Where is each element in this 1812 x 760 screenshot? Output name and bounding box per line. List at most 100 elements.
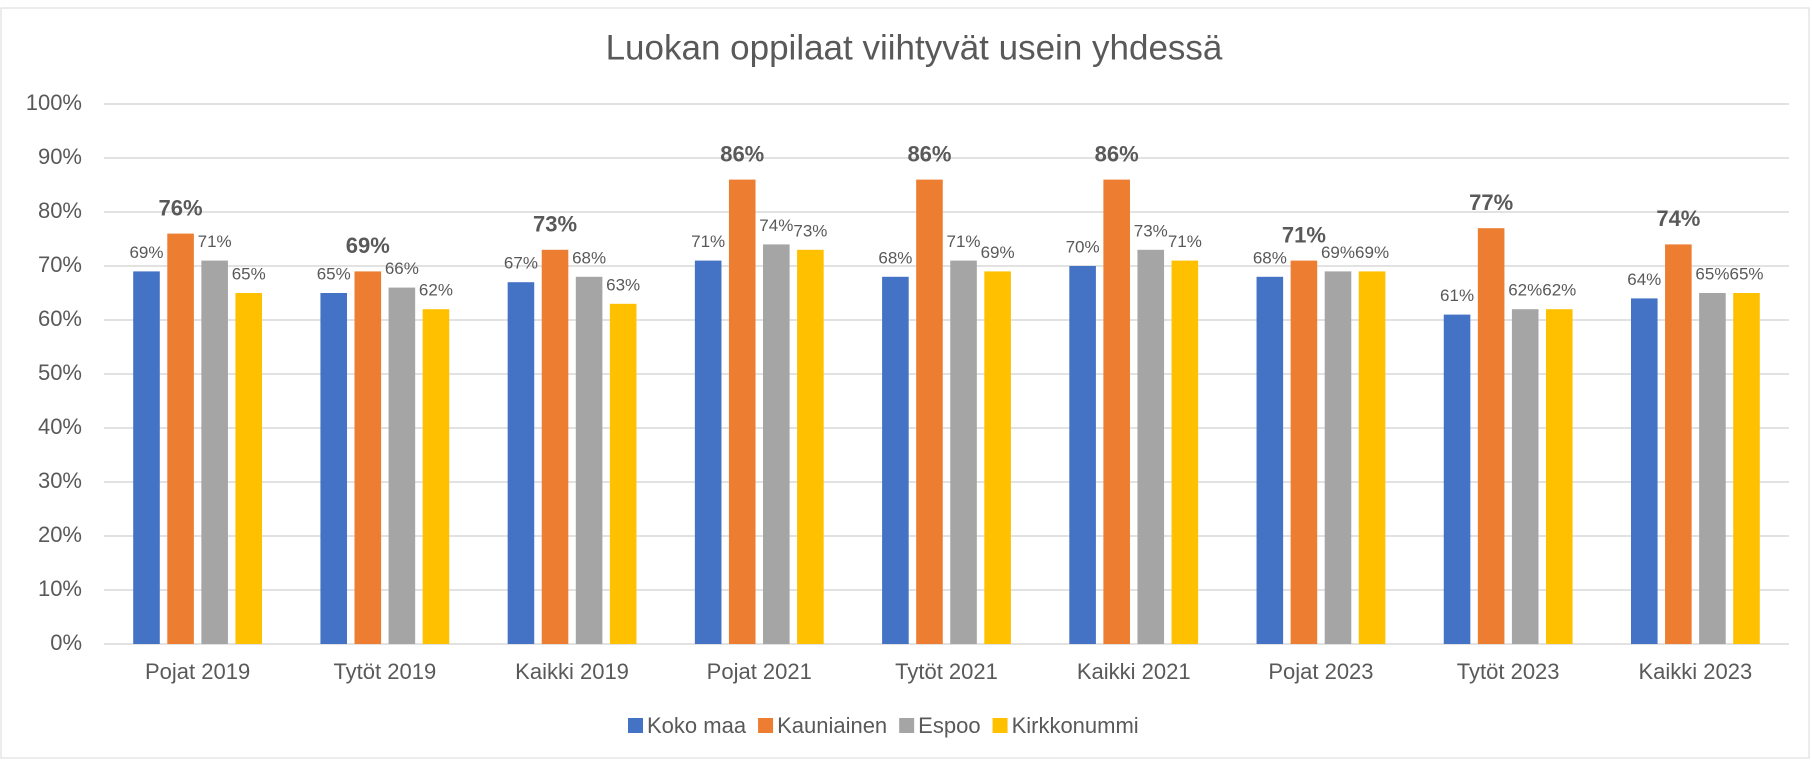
x-tick-label: Pojat 2021: [707, 659, 812, 684]
data-label: 86%: [907, 141, 951, 166]
data-label: 86%: [1095, 141, 1139, 166]
legend-swatch: [758, 718, 774, 733]
bar: [354, 271, 382, 644]
data-label: 64%: [1627, 270, 1661, 289]
bar: [1511, 309, 1539, 644]
bar: [1477, 228, 1505, 644]
y-tick-label: 90%: [38, 144, 82, 169]
data-label: 65%: [232, 264, 266, 283]
x-tick-label: Kaikki 2021: [1077, 659, 1191, 684]
data-label: 61%: [1440, 286, 1474, 305]
data-label: 73%: [793, 221, 827, 240]
bar: [694, 260, 722, 644]
data-label: 63%: [606, 275, 640, 294]
data-label: 69%: [1321, 243, 1355, 262]
data-label: 65%: [317, 264, 351, 283]
y-tick-label: 50%: [38, 360, 82, 385]
bar: [1324, 271, 1352, 644]
bar: [1137, 249, 1165, 645]
data-label: 68%: [1253, 248, 1287, 267]
bar: [728, 179, 756, 644]
bar: [1545, 309, 1573, 644]
x-tick-label: Tytöt 2019: [333, 659, 436, 684]
x-tick-label: Pojat 2023: [1268, 659, 1373, 684]
bar: [320, 293, 348, 644]
bar: [882, 276, 909, 644]
bar: [1630, 298, 1658, 644]
x-tick-label: Pojat 2019: [145, 659, 250, 684]
data-label: 62%: [1508, 281, 1542, 300]
data-label: 67%: [504, 254, 538, 273]
bar: [167, 233, 194, 644]
y-tick-label: 100%: [26, 90, 82, 115]
data-label: 73%: [1134, 221, 1168, 240]
data-label: 71%: [691, 232, 725, 251]
bar: [507, 282, 535, 644]
bar: [1290, 260, 1318, 644]
data-label: 70%: [1066, 237, 1100, 256]
legend-label: Koko maa: [647, 713, 747, 738]
data-label: 74%: [1656, 206, 1700, 231]
y-tick-label: 40%: [38, 414, 82, 439]
y-tick-label: 30%: [38, 468, 82, 493]
data-label: 68%: [572, 248, 606, 267]
bar: [984, 271, 1011, 644]
bar: [797, 249, 824, 645]
bar: [1103, 179, 1130, 644]
bar: [1443, 314, 1471, 644]
bar: [133, 271, 160, 644]
data-label: 76%: [159, 195, 203, 220]
x-tick-label: Kaikki 2023: [1639, 659, 1753, 684]
data-label: 65%: [1695, 264, 1729, 283]
y-tick-label: 70%: [38, 252, 82, 277]
bar: [763, 244, 790, 644]
x-tick-label: Kaikki 2019: [515, 659, 629, 684]
data-label: 62%: [419, 281, 453, 300]
data-label: 62%: [1542, 281, 1576, 300]
bar: [422, 309, 450, 644]
data-label: 69%: [981, 243, 1015, 262]
legend-swatch: [628, 718, 643, 733]
bar: [1733, 293, 1760, 644]
bar: [541, 249, 569, 645]
data-label: 71%: [1168, 232, 1202, 251]
data-label: 71%: [1282, 222, 1326, 247]
y-tick-label: 20%: [38, 522, 82, 547]
data-label: 69%: [129, 243, 163, 262]
bar: [575, 276, 603, 644]
y-tick-label: 0%: [50, 630, 82, 655]
data-label: 69%: [346, 233, 390, 258]
y-tick-label: 80%: [38, 198, 82, 223]
bar: [201, 260, 228, 644]
bar: [1256, 276, 1284, 644]
legend-label: Kauniainen: [777, 713, 887, 738]
bar: [1699, 293, 1726, 644]
bar: [609, 303, 637, 644]
data-label: 77%: [1469, 190, 1513, 215]
data-label: 69%: [1355, 243, 1389, 262]
data-label: 68%: [878, 248, 912, 267]
data-label: 71%: [947, 232, 981, 251]
data-label: 86%: [720, 141, 764, 166]
bar: [950, 260, 977, 644]
data-label: 65%: [1729, 264, 1763, 283]
x-tick-label: Tytöt 2023: [1457, 659, 1560, 684]
bar: [1069, 266, 1096, 644]
y-tick-label: 60%: [38, 306, 82, 331]
legend-swatch: [992, 718, 1008, 733]
chart-title: Luokan oppilaat viihtyvät usein yhdessä: [606, 28, 1223, 67]
legend-swatch: [899, 718, 915, 733]
bar: [1171, 260, 1199, 644]
legend-label: Kirkkonummi: [1012, 713, 1139, 738]
data-label: 71%: [198, 232, 232, 251]
bar: [235, 293, 263, 644]
legend-label: Espoo: [918, 713, 980, 738]
bar: [388, 287, 416, 644]
data-label: 74%: [759, 216, 793, 235]
bar: [1358, 271, 1386, 644]
data-label: 73%: [533, 212, 577, 237]
y-tick-label: 10%: [38, 576, 82, 601]
x-tick-label: Tytöt 2021: [895, 659, 998, 684]
bar: [1665, 244, 1692, 644]
